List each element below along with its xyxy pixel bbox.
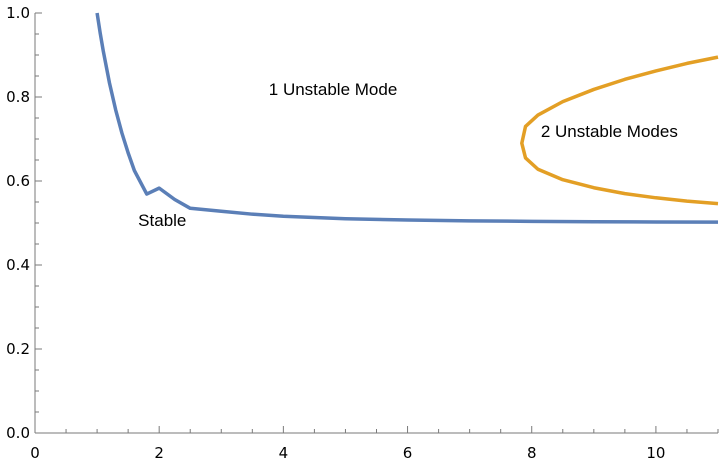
x-tick-label: 8 xyxy=(527,444,537,462)
y-tick-label: 1.0 xyxy=(6,4,30,22)
y-tick-label: 0.8 xyxy=(6,88,30,106)
y-tick-label: 0.0 xyxy=(6,424,30,442)
region-label: 1 Unstable Mode xyxy=(269,80,398,99)
y-tick-label: 0.4 xyxy=(6,256,30,274)
annotation-layer: 1 Unstable Mode 2 Unstable Modes Stable xyxy=(138,80,678,230)
axes: 0 2 4 6 8 10 0.0 0.2 0.4 0.6 0.8 1.0 xyxy=(6,4,719,462)
region-label: Stable xyxy=(138,211,186,230)
x-tick-label: 2 xyxy=(154,444,164,462)
x-tick-label: 0 xyxy=(30,444,40,462)
y-tick-label: 0.2 xyxy=(6,340,30,358)
x-tick-label: 4 xyxy=(279,444,289,462)
x-tick-label: 6 xyxy=(403,444,413,462)
stability-boundary-line xyxy=(95,12,719,224)
y-tick-label: 0.6 xyxy=(6,172,30,190)
x-tick-label: 10 xyxy=(646,444,665,462)
region-label: 2 Unstable Modes xyxy=(541,122,678,141)
second-mode-boundary-line xyxy=(520,55,719,206)
series-layer xyxy=(95,12,719,224)
